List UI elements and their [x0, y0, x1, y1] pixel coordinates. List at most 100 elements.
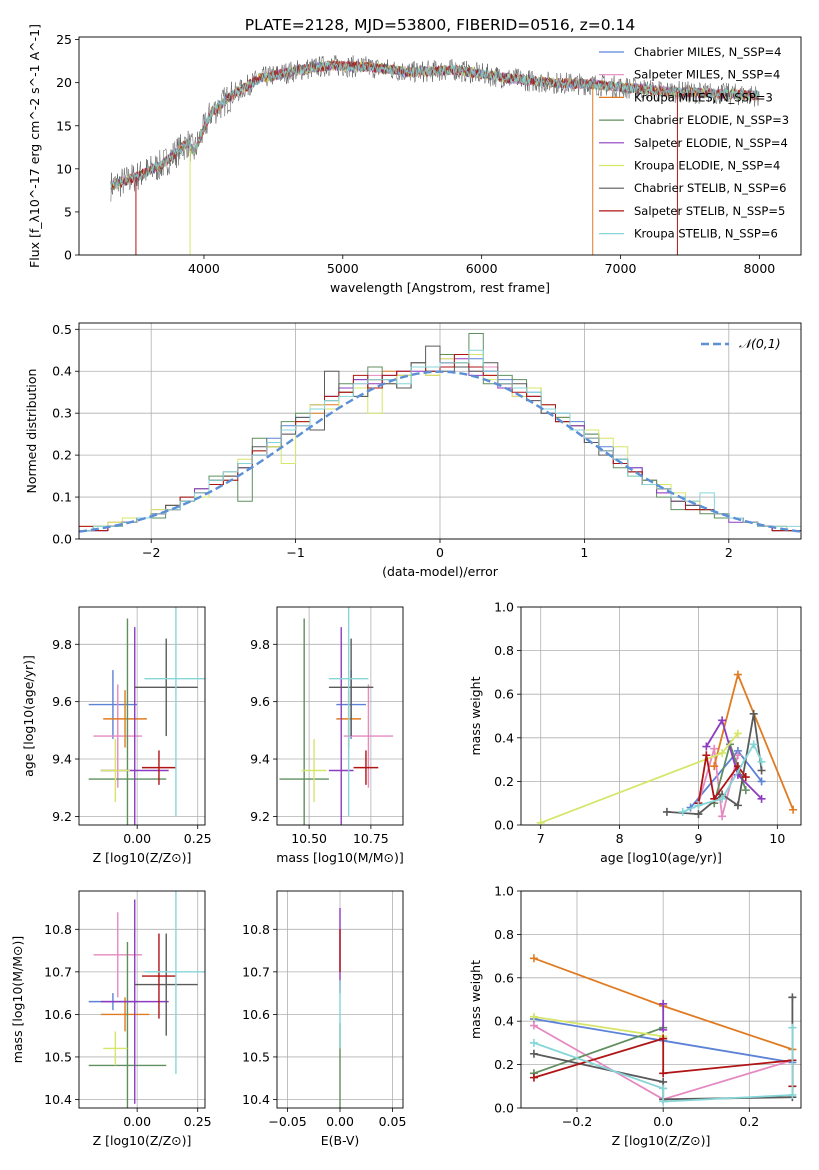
legend-entry: Chabrier ELODIE, N_SSP=3 — [634, 113, 789, 127]
x-tick-label: 8000 — [743, 261, 775, 276]
x-axis-label: E(B-V) — [321, 1133, 360, 1148]
y-tick-label: 10.7 — [242, 964, 270, 979]
x-axis-label: Z [log10(Z/Z⊙)] — [612, 1133, 711, 1148]
error-bar-chabrier-stelib — [134, 638, 198, 737]
axes-frame — [520, 606, 802, 826]
y-tick-label: 25 — [56, 32, 72, 47]
error-bar-kroupa-elodie — [301, 738, 327, 803]
histograms — [79, 333, 801, 539]
series-point — [702, 742, 711, 751]
series-point — [757, 757, 766, 766]
series-point — [529, 954, 538, 963]
legend-entry: Salpeter ELODIE, N_SSP=4 — [634, 136, 788, 150]
mass-vs-ebv-panel: −0.05 0.00 0.05 10.4 10.5 10.6 10.7 10.8 E(B-V) — [242, 890, 406, 1148]
axes-frame — [78, 322, 802, 540]
series-point — [733, 751, 742, 760]
y-axis-label: mass [log10(M/M⊙)] — [10, 936, 25, 1064]
x-tick-label: 4000 — [188, 261, 220, 276]
y-tick-label: 0.6 — [494, 687, 514, 702]
figure-title: PLATE=2128, MJD=53800, FIBERID=0516, z=0… — [245, 16, 635, 34]
series-chabrier-stelib — [662, 709, 766, 819]
axes-frame — [276, 890, 404, 1109]
y-tick-label: 0.2 — [494, 1057, 514, 1072]
series-kroupa-miles — [710, 670, 798, 814]
series-point — [757, 794, 766, 803]
series-point — [757, 777, 766, 786]
y-axis-label: mass weight — [468, 960, 483, 1039]
x-axis-label: wavelength [Angstrom, rest frame] — [330, 280, 550, 295]
y-tick-label: 0.2 — [494, 774, 514, 789]
y-tick-label: 0.2 — [52, 448, 72, 463]
series-point — [788, 1090, 797, 1099]
error-bar-salpeter-elodie — [100, 899, 169, 1104]
y-tick-label: 10.8 — [44, 922, 72, 937]
y-tick-label: 10.6 — [44, 1007, 72, 1022]
y-tick-label: 20 — [56, 75, 72, 90]
weight-vs-age-panel: 7 8 9 10 0.0 0.2 0.4 0.6 0.8 1.0 age [log10(age/yr… — [468, 600, 802, 865]
y-tick-label: 0.4 — [494, 1014, 514, 1029]
error-bar-salpeter-elodie — [328, 627, 354, 825]
series-point — [702, 751, 711, 760]
legend-entry: Salpeter MILES, N_SSP=4 — [634, 68, 780, 82]
y-tick-label: 9.2 — [250, 809, 270, 824]
y-axis-label: mass weight — [468, 676, 483, 755]
error-bar-chabrier-elodie — [88, 618, 167, 825]
x-tick-label: 10 — [769, 831, 785, 846]
series-point — [788, 1023, 797, 1032]
x-tick-label: 0.00 — [326, 1114, 354, 1129]
y-tick-label: 5 — [64, 204, 72, 219]
y-tick-label: 9.4 — [52, 752, 72, 767]
x-tick-label: 10.75 — [353, 831, 389, 846]
series-point — [694, 801, 703, 810]
x-tick-label: 0.00 — [123, 831, 151, 846]
series-line — [666, 713, 763, 816]
y-tick-label: 0.8 — [494, 643, 514, 658]
y-tick-label: 0.4 — [494, 730, 514, 745]
age-vs-mass-panel: 10.50 10.75 9.2 9.4 9.6 9.8 mass [log10(M/M⊙)] — [250, 606, 404, 865]
legend-entry: Chabrier STELIB, N_SSP=6 — [634, 181, 786, 195]
x-axis-label: Z [log10(Z/Z⊙)] — [93, 1133, 192, 1148]
x-tick-label: 0.25 — [184, 1114, 212, 1129]
legend-entry: 𝒩(0,1) — [739, 336, 781, 351]
weight-series — [529, 954, 797, 1106]
x-tick-label: −0.2 — [562, 1114, 592, 1129]
error-bar-salpeter-stelib — [353, 750, 379, 785]
series-point — [718, 716, 727, 725]
y-tick-label: 1.0 — [494, 600, 514, 615]
weight-series — [536, 670, 798, 825]
x-tick-label: 0.25 — [184, 831, 212, 846]
y-tick-label: 0.6 — [494, 970, 514, 985]
y-axis-label: age [log10(age/yr)] — [21, 655, 36, 777]
y-tick-label: 0.0 — [52, 532, 72, 547]
axes-frame — [78, 606, 206, 826]
weight-vs-Z-panel: −0.2 0.0 0.2 0.0 0.2 0.4 0.6 0.8 1.0 Z [log10(Z/Z… — [468, 884, 802, 1148]
y-axis-label: Normed distribution — [24, 369, 39, 494]
series-point — [789, 805, 798, 814]
error-bar-chabrier-elodie — [88, 942, 167, 1108]
error-bar-salpeter-miles — [93, 912, 142, 998]
series-point — [529, 1012, 538, 1021]
x-tick-label: 8 — [616, 831, 624, 846]
x-tick-label: 5000 — [327, 261, 359, 276]
legend-entry: Kroupa STELIB, N_SSP=6 — [634, 227, 778, 241]
series-point — [678, 807, 687, 816]
age-vs-Z-panel: 0.00 0.25 9.2 9.4 9.6 9.8 Z [log10(Z/Z⊙)] age [… — [21, 606, 212, 865]
x-axis-label: (data-model)/error — [382, 564, 499, 579]
series-point — [757, 766, 766, 775]
model-spectrum-kroupa-stelib — [110, 61, 760, 191]
y-tick-label: 10 — [56, 161, 72, 176]
error-bar-kroupa-stelib — [328, 607, 369, 817]
y-tick-label: 10.4 — [44, 1092, 72, 1107]
series-point — [529, 1073, 538, 1082]
series-point — [659, 1084, 668, 1093]
series-point — [741, 773, 750, 782]
series-kroupa-elodie — [536, 729, 742, 825]
y-tick-label: 9.8 — [250, 637, 270, 652]
series-kroupa-stelib — [529, 1023, 797, 1106]
series-kroupa-elodie — [529, 1012, 668, 1041]
y-tick-label: 0 — [64, 248, 72, 263]
series-kroupa-stelib — [678, 740, 766, 816]
x-tick-label: 2 — [725, 545, 733, 560]
normal-curve — [79, 370, 801, 533]
